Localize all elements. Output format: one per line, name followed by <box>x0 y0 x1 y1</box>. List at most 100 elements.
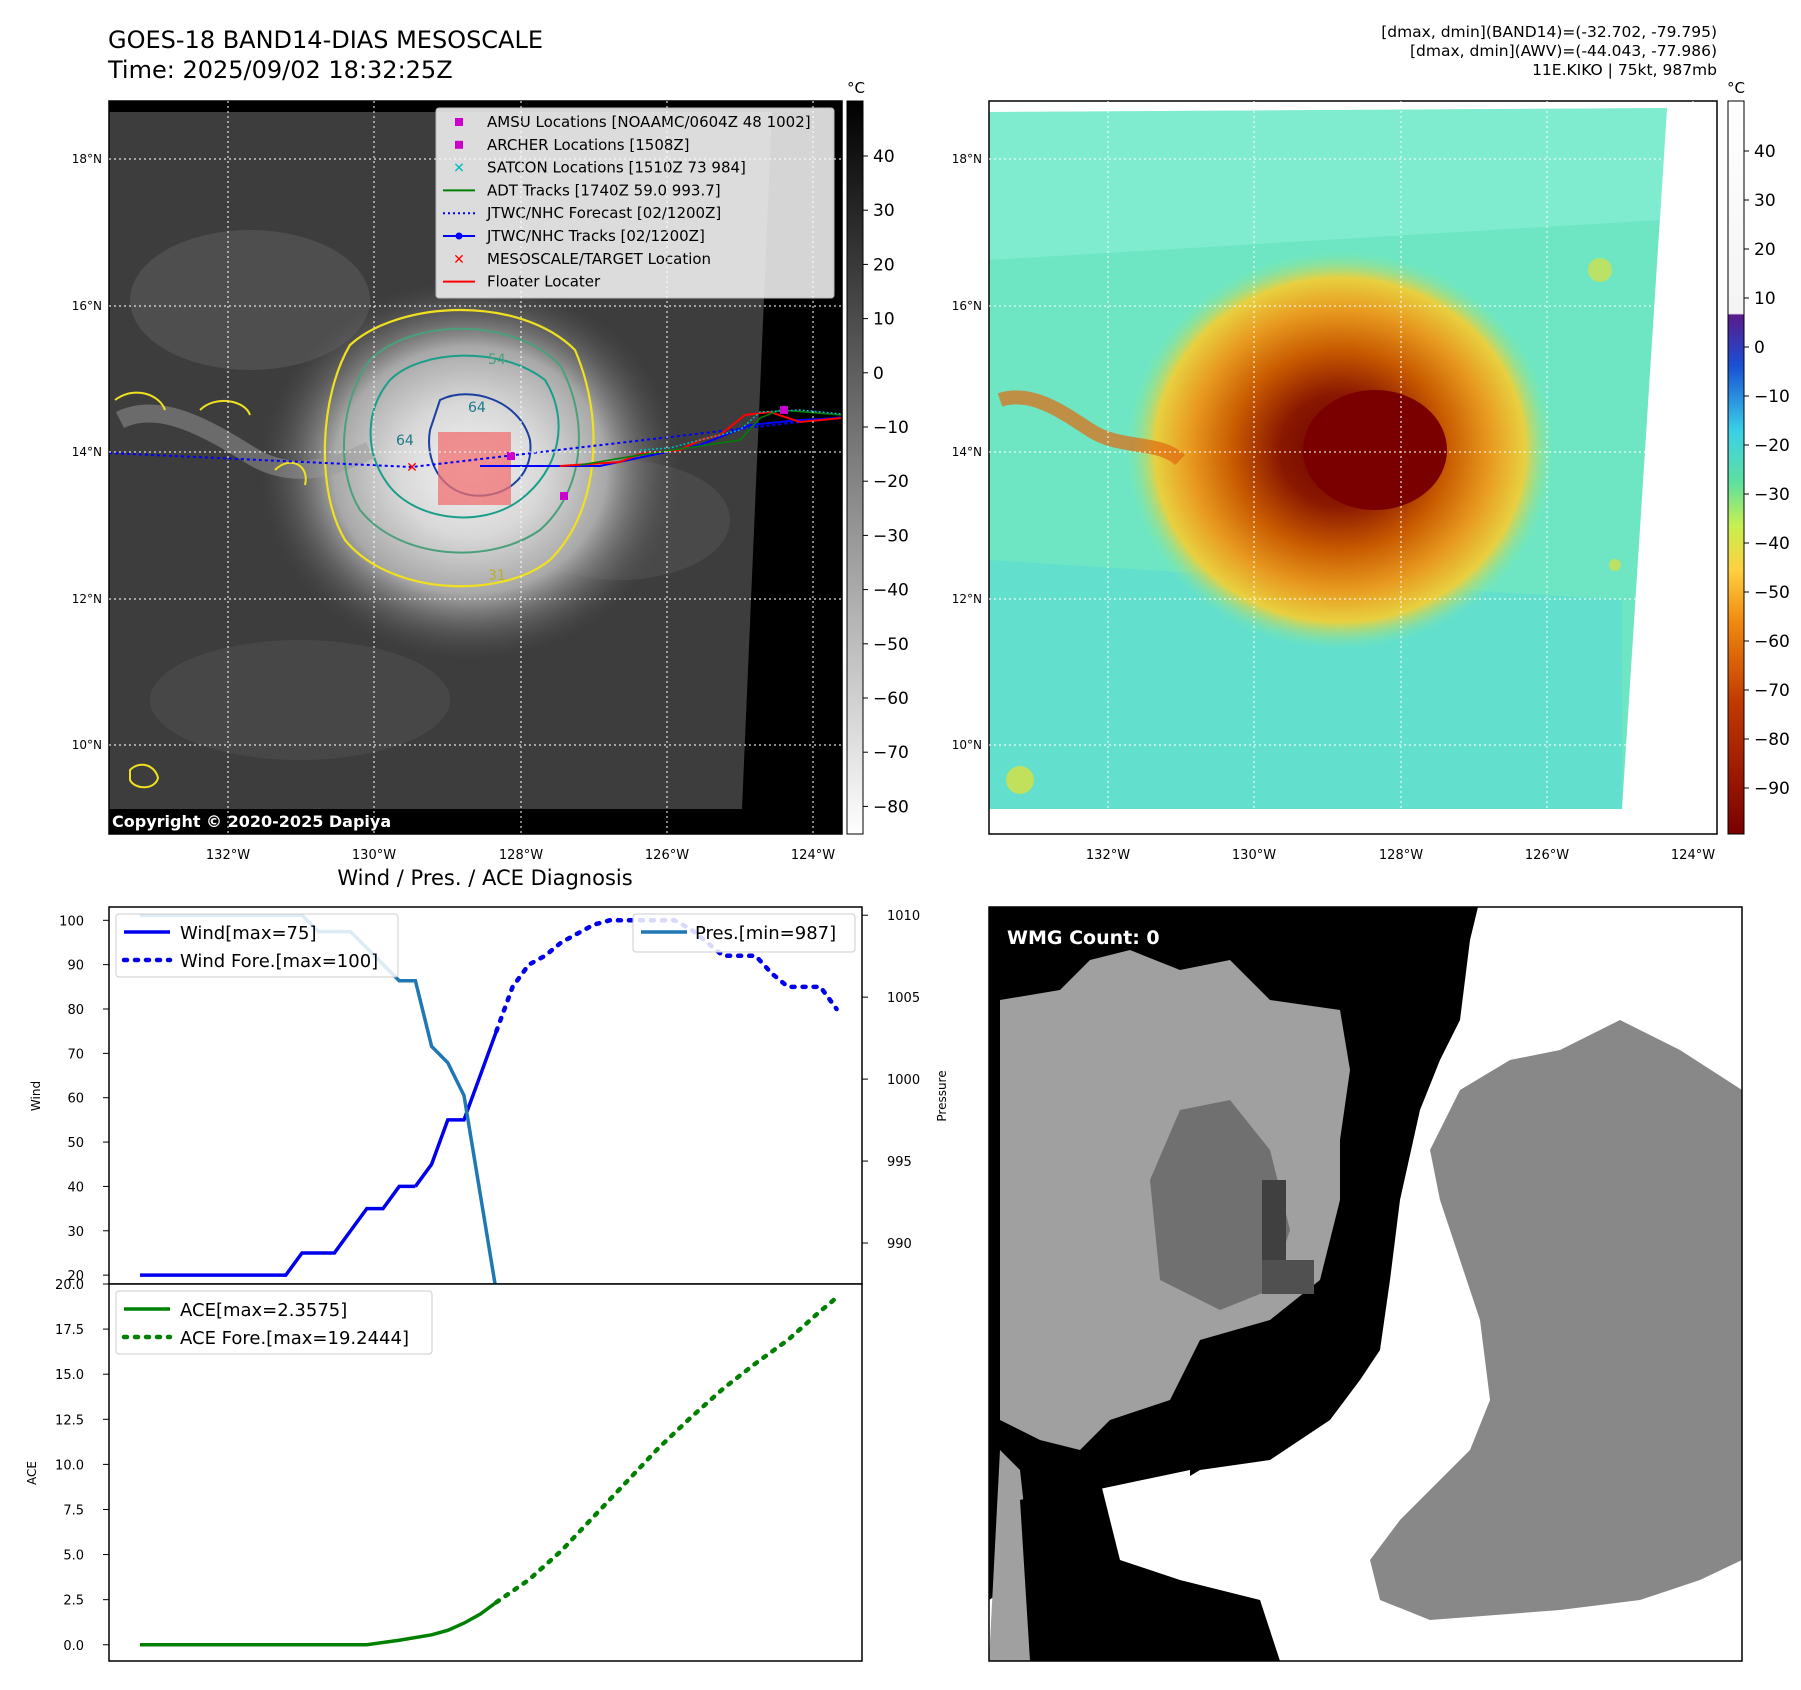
awv-map <box>988 100 1718 835</box>
map-x-tick-label: 124°W <box>1671 848 1715 863</box>
wind-legend-box <box>115 913 399 978</box>
colorbar-tick-label: −60 <box>873 689 909 709</box>
colorbar-tick-label: 10 <box>1754 289 1776 309</box>
legend-swatch <box>455 140 463 149</box>
awv-storm-core <box>1303 390 1447 510</box>
ace-tick-label: 15.0 <box>55 1368 84 1383</box>
colorbar-tick-label: −20 <box>1754 436 1790 456</box>
legend-entry: Floater Locater <box>487 273 601 291</box>
legend-entry: SATCON Locations [1510Z 73 984] <box>487 159 746 177</box>
ir-contour-fragment <box>129 763 160 789</box>
awv-rainband <box>997 390 1185 466</box>
copyright: Copyright © 2020-2025 Dapiya <box>112 812 391 831</box>
wind-tick-label: 40 <box>67 1180 84 1195</box>
legend-entry: MESOSCALE/TARGET Location <box>487 250 711 268</box>
colorbar-tick-label: −40 <box>873 581 909 601</box>
map-y-tick-label: 12°N <box>72 592 102 606</box>
legend-swatch <box>455 118 463 126</box>
chart-series-line <box>413 1030 499 1188</box>
map-x-tick-label: 126°W <box>1525 848 1569 863</box>
contour-label: 64 <box>468 400 486 416</box>
map-y-tick-label: 16°N <box>72 299 102 313</box>
ace-tick-label: 20.0 <box>55 1278 84 1293</box>
wmg-mid-region <box>1150 1100 1290 1310</box>
ace-legend-box <box>115 1290 433 1355</box>
colorbar-tick-label: 20 <box>1754 240 1776 260</box>
map-y-tick-label: 16°N <box>952 299 982 313</box>
colorbar-tick-label: 40 <box>1754 142 1776 162</box>
colorbar-tick-label: −50 <box>873 635 909 655</box>
awv-cell <box>1006 766 1034 794</box>
contour-label: 64 <box>396 433 414 449</box>
chart-series-line <box>140 1184 416 1277</box>
storm-info: 11E.KIKO | 75kt, 987mb <box>1532 61 1717 79</box>
awv-cell <box>1609 559 1621 571</box>
colorbar-tick-label: −30 <box>873 526 909 546</box>
archer-marker <box>507 452 515 460</box>
wind-tick-label: 60 <box>67 1092 84 1107</box>
ace-tick-label: 0.0 <box>63 1639 84 1654</box>
awv-colorbar-unit: °C <box>1727 79 1745 97</box>
ir-colorbar-scale <box>846 100 864 835</box>
legend-entry: ACE[max=2.3575] <box>180 1300 347 1321</box>
pressure-tick-label: 1010 <box>887 909 920 924</box>
awv-scene-north <box>989 108 1667 260</box>
wind-tick-label: 100 <box>59 914 84 929</box>
colorbar-tick-label: −70 <box>1754 681 1790 701</box>
legend-swatch <box>455 232 463 240</box>
ace-tick-label: 17.5 <box>55 1323 84 1338</box>
satcon-track <box>639 409 842 451</box>
awv-map-frame <box>988 100 1718 835</box>
map-y-tick-label: 18°N <box>952 152 982 166</box>
wmg-frame <box>988 906 1743 1662</box>
awv-scene-south <box>989 560 1622 809</box>
pressure-tick-label: 1000 <box>887 1073 920 1088</box>
map-x-tick-label: 124°W <box>791 848 835 863</box>
ir-contour-teal <box>369 354 560 519</box>
map-x-tick-label: 130°W <box>352 848 396 863</box>
map-x-tick-label: 130°W <box>1232 848 1276 863</box>
wmg-panel: WMG Count: 0 <box>988 906 1743 1662</box>
wind-tick-label: 20 <box>67 1269 84 1284</box>
wmg-white-pocket <box>1095 1470 1190 1540</box>
pressure-tick-label: 995 <box>887 1155 912 1170</box>
awv-cell <box>1588 258 1612 282</box>
colorbar-tick-label: −90 <box>1754 779 1790 799</box>
pressure-tick-label: 990 <box>887 1237 912 1252</box>
mesoscale-target-marker: ✕ <box>406 460 418 476</box>
copyright-box <box>109 809 414 834</box>
colorbar-tick-label: 10 <box>873 310 895 330</box>
wind-tick-label: 30 <box>67 1225 84 1240</box>
ir-cloud-band <box>150 640 450 760</box>
wind-tick-label: 70 <box>67 1047 84 1062</box>
diagnosis-title: Wind / Pres. / ACE Diagnosis <box>337 866 632 890</box>
contour-label: 54 <box>488 352 506 368</box>
map-y-tick-label: 10°N <box>72 738 102 752</box>
title-line-1: GOES-18 BAND14-DIAS MESOSCALE <box>108 26 544 54</box>
legend-entry: JTWC/NHC Tracks [02/1200Z] <box>486 227 705 245</box>
legend-entry: Wind[max=75] <box>180 923 317 944</box>
colorbar-tick-label: −50 <box>1754 583 1790 603</box>
colorbar-tick-label: −60 <box>1754 632 1790 652</box>
awv-colorbar-scale <box>1727 100 1745 835</box>
colorbar-tick-label: 0 <box>1754 338 1765 358</box>
legend-box <box>435 107 835 299</box>
ace-tick-label: 12.5 <box>55 1413 84 1428</box>
title-line-2: Time: 2025/09/02 18:32:25Z <box>108 56 453 84</box>
map-y-tick-label: 14°N <box>952 445 982 459</box>
colorbar-tick-label: −10 <box>873 418 909 438</box>
ir-map-legend: AMSU Locations [NOAAMC/0604Z 48 1002] ARC… <box>435 107 835 299</box>
chart-series-line <box>140 1600 498 1647</box>
colorbar-tick-label: −70 <box>873 743 909 763</box>
colorbar-tick-label: 0 <box>873 364 884 384</box>
dmax-awv: [dmax, dmin](AWV)=(-44.043, -77.986) <box>1410 42 1717 60</box>
legend-swatch: ✕ <box>453 161 465 177</box>
chart-series-line <box>494 1295 839 1605</box>
wind-tick-label: 50 <box>67 1136 84 1151</box>
legend-entry: ACE Fore.[max=19.2444] <box>180 1328 409 1349</box>
map-x-tick-label: 128°W <box>1379 848 1423 863</box>
dmax-band14: [dmax, dmin](BAND14)=(-32.702, -79.795) <box>1381 23 1717 41</box>
ace-tick-label: 2.5 <box>63 1594 84 1609</box>
ace-axis-label: ACE <box>25 1461 39 1485</box>
